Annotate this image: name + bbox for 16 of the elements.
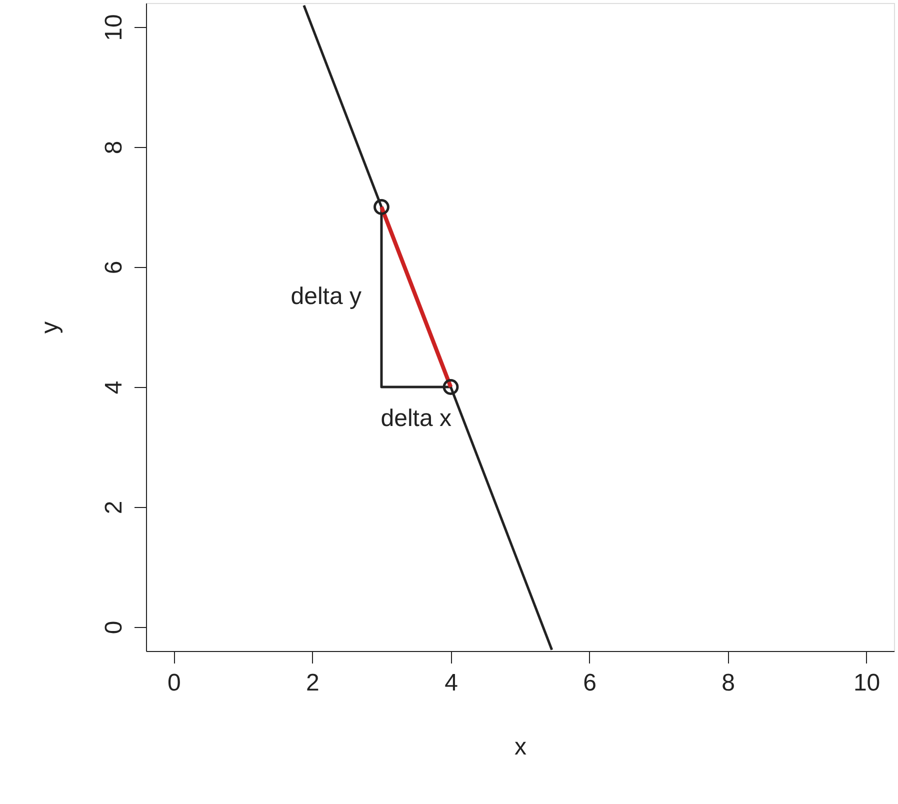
y-tick-label: 6	[100, 260, 128, 274]
annotation: delta y	[290, 283, 362, 310]
y-tick-label: 2	[100, 500, 128, 514]
x-tick-label: 0	[168, 670, 181, 696]
y-tick-label: 4	[100, 380, 128, 394]
x-tick-label: 8	[722, 670, 735, 696]
y-tick-label: 8	[100, 140, 128, 154]
x-axis-title: x	[514, 734, 526, 760]
annotation: delta x	[380, 405, 452, 432]
y-tick-label: 10	[100, 14, 128, 41]
y-tick-label: 0	[100, 620, 128, 634]
x-tick-label: 10	[853, 670, 880, 696]
y-axis-title: y	[36, 322, 64, 334]
x-tick-label: 2	[306, 670, 320, 696]
x-tick-label: 4	[444, 670, 458, 696]
x-tick-label: 6	[583, 670, 596, 696]
